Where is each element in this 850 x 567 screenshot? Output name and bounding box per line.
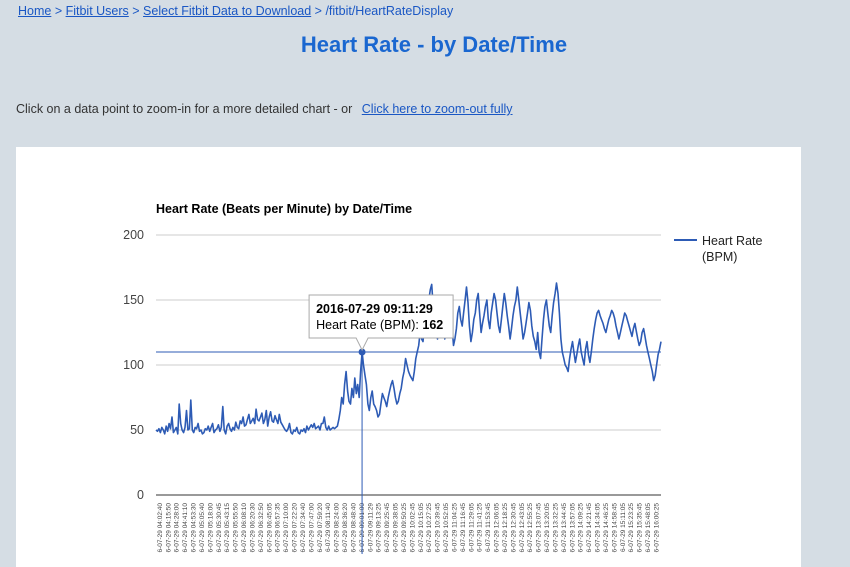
x-tick-label: 6-07-29 10:52:05 <box>443 503 450 553</box>
chart-title: Heart Rate (Beats per Minute) by Date/Ti… <box>156 202 412 216</box>
breadcrumb-current-path: /fitbit/HeartRateDisplay <box>325 4 454 18</box>
x-tick-label: 6-07-29 08:48:40 <box>350 503 357 553</box>
x-tick-label: 6-07-29 06:45:05 <box>266 503 273 553</box>
x-tick-label: 6-07-29 13:57:05 <box>569 503 576 553</box>
selected-data-point <box>358 348 366 356</box>
x-tick-label: 6-07-29 15:35:45 <box>637 503 644 553</box>
x-axis-labels: 6-07-29 04:02:40 6-07-29 04:15:50 6-07-29 … <box>157 503 661 553</box>
x-tick-label: 6-07-29 06:57:35 <box>275 503 282 553</box>
x-tick-label: 6-07-29 10:15:05 <box>418 503 425 553</box>
breadcrumb-fitbit-users-link[interactable]: Fitbit Users <box>65 4 129 18</box>
series-line-heart-rate[interactable] <box>155 282 662 435</box>
x-tick-label: 6-07-29 12:43:05 <box>519 503 526 553</box>
x-tick-label: 6-07-29 10:27:25 <box>426 503 433 553</box>
y-tick-label: 100 <box>123 358 144 372</box>
x-tick-label: 6-07-29 12:06:05 <box>494 503 501 553</box>
x-tick-label: 6-07-29 10:02:45 <box>409 503 416 553</box>
x-tick-label: 6-07-29 11:04:25 <box>451 503 458 552</box>
x-tick-label: 6-07-29 13:07:45 <box>536 503 543 553</box>
x-tick-label: 6-07-29 04:41:10 <box>182 503 189 553</box>
x-tick-label: 6-07-29 14:46:25 <box>603 503 610 553</box>
x-tick-label: 6-07-29 08:36:20 <box>342 503 349 553</box>
x-tick-label: 6-07-29 15:23:25 <box>628 503 635 553</box>
zoom-instruction-text: Click on a data point to zoom-in for a m… <box>16 102 353 116</box>
x-tick-label: 6-07-29 06:08:10 <box>241 503 248 553</box>
y-tick-label: 150 <box>123 293 144 307</box>
x-tick-label: 6-07-29 05:55:50 <box>233 503 240 553</box>
x-tick-label: 6-07-29 09:38:05 <box>393 503 400 553</box>
zoom-out-link[interactable]: Click here to zoom-out fully <box>361 102 513 116</box>
x-tick-label: 6-07-29 05:18:00 <box>207 503 214 553</box>
x-tick-label: 6-07-29 13:20:05 <box>544 503 551 553</box>
x-tick-label: 6-07-29 09:11:29 <box>367 503 374 552</box>
x-tick-label: 6-07-29 15:11:05 <box>620 503 627 552</box>
x-tick-label: 6-07-29 07:10:00 <box>283 503 290 553</box>
x-tick-label: 6-07-29 08:11:40 <box>325 503 332 552</box>
x-tick-label: 6-07-29 08:24:00 <box>334 503 341 553</box>
breadcrumb: Home > Fitbit Users > Select Fitbit Data… <box>18 4 453 18</box>
y-tick-label: 200 <box>123 228 144 242</box>
x-tick-label: 6-07-29 07:47:00 <box>308 503 315 553</box>
x-tick-label: 6-07-29 07:22:20 <box>292 503 299 553</box>
legend-label-line2: (BPM) <box>702 250 737 264</box>
legend-label-line1: Heart Rate <box>702 234 762 248</box>
chart-gridlines <box>156 234 661 496</box>
x-tick-label: 6-07-29 10:39:45 <box>435 503 442 553</box>
heart-rate-chart[interactable]: Heart Rate (Beats per Minute) by Date/Ti… <box>16 147 801 554</box>
y-axis-labels: 0 50 100 150 200 <box>123 228 144 502</box>
tooltip-value: 162 <box>422 318 443 332</box>
tooltip-label: Heart Rate (BPM): <box>316 318 422 332</box>
x-tick-label: 6-07-29 06:20:30 <box>249 503 256 553</box>
x-tick-label: 6-07-29 04:53:30 <box>191 503 198 553</box>
chart-panel: Heart Rate (Beats per Minute) by Date/Ti… <box>16 147 801 567</box>
x-tick-label: 6-07-29 11:41:25 <box>477 503 484 552</box>
x-tick-label: 6-07-29 04:15:50 <box>165 503 172 553</box>
data-point-tooltip: 2016-07-29 09:11:29 Heart Rate (BPM): 16… <box>308 294 454 352</box>
x-tick-label: 6-07-29 09:25:45 <box>384 503 391 553</box>
x-tick-label: 6-07-29 04:28:00 <box>174 503 181 553</box>
x-tick-label: 6-07-29 06:32:50 <box>258 503 265 553</box>
tooltip-title: 2016-07-29 09:11:29 <box>316 302 433 316</box>
x-tick-label: 6-07-29 12:30:45 <box>510 503 517 553</box>
x-tick-label: 6-07-29 13:32:25 <box>552 503 559 553</box>
x-tick-label: 6-07-29 14:09:25 <box>578 503 585 553</box>
chart-series[interactable] <box>155 282 662 435</box>
x-tick-label: 6-07-29 11:53:45 <box>485 503 492 552</box>
x-tick-label: 6-07-29 14:58:45 <box>611 503 618 553</box>
y-tick-label: 50 <box>130 423 144 437</box>
x-tick-label: 6-07-29 15:48:05 <box>645 503 652 553</box>
x-tick-label: 6-07-29 11:16:45 <box>460 503 467 552</box>
x-tick-label: 6-07-29 12:18:25 <box>502 503 509 553</box>
breadcrumb-separator: > <box>311 4 326 18</box>
breadcrumb-home-link[interactable]: Home <box>18 4 52 18</box>
breadcrumb-select-data-link[interactable]: Select Fitbit Data to Download <box>143 4 312 18</box>
breadcrumb-separator: > <box>51 4 66 18</box>
x-tick-label: 6-07-29 12:55:25 <box>527 503 534 553</box>
y-tick-label: 0 <box>137 488 144 502</box>
x-tick-label: 6-07-29 04:02:40 <box>157 503 164 553</box>
x-tick-label: 6-07-29 16:00:25 <box>653 503 660 553</box>
chart-crosshair <box>156 348 661 554</box>
x-tick-label: 6-07-29 05:30:45 <box>216 503 223 553</box>
tooltip-body: Heart Rate (BPM): 162 <box>316 318 443 332</box>
x-tick-label: 6-07-29 09:50:25 <box>401 503 408 553</box>
breadcrumb-separator: > <box>128 4 144 18</box>
x-tick-label: 6-07-29 13:44:45 <box>561 503 568 553</box>
x-tick-label: 6-07-29 05:43:15 <box>224 503 231 553</box>
x-tick-label: 6-07-29 05:05:40 <box>199 503 206 553</box>
x-tick-label: 6-07-29 14:34:05 <box>595 503 602 553</box>
x-tick-label: 6-07-29 11:29:05 <box>468 503 475 552</box>
x-tick-label: 6-07-29 09:13:25 <box>376 503 383 553</box>
zoom-instructions: Click on a data point to zoom-in for a m… <box>16 102 513 116</box>
chart-legend[interactable]: Heart Rate (BPM) <box>674 234 762 264</box>
page-title: Heart Rate - by Date/Time <box>300 32 568 57</box>
tooltip-box <box>308 294 454 352</box>
x-tick-label: 6-07-29 14:21:45 <box>586 503 593 553</box>
x-tick-label: 6-07-29 07:59:20 <box>317 503 324 553</box>
x-tick-label: 6-07-29 07:34:40 <box>300 503 307 553</box>
